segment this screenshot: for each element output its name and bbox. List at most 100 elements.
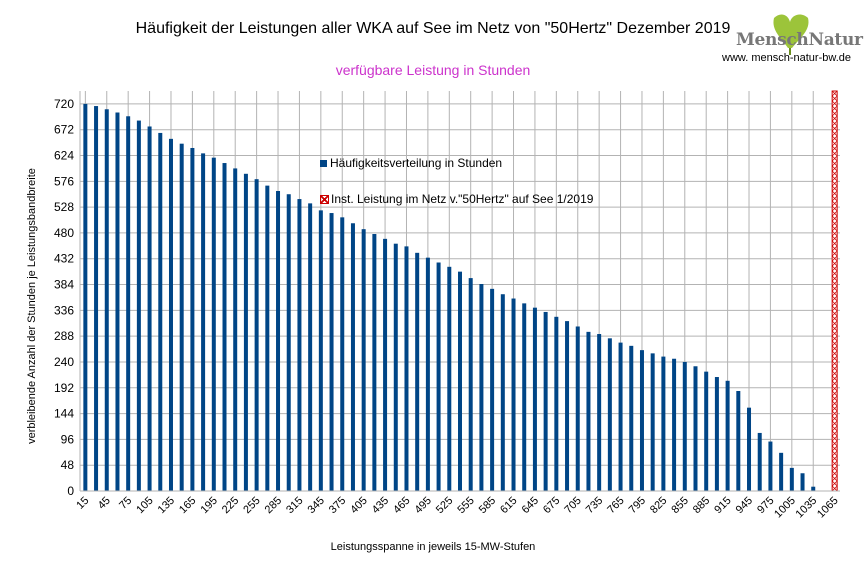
website-url: www. mensch-natur-bw.de bbox=[722, 52, 851, 64]
bar bbox=[650, 353, 655, 491]
y-tick-label: 192 bbox=[54, 381, 74, 395]
installed-bar-hatch bbox=[831, 280, 838, 287]
installed-bar-hatch bbox=[831, 420, 838, 427]
bar bbox=[522, 303, 527, 491]
installed-bar-hatch bbox=[831, 400, 838, 407]
installed-bar-hatch bbox=[831, 225, 838, 232]
y-tick-label: 96 bbox=[61, 432, 75, 446]
x-tick-label: 435 bbox=[370, 495, 391, 516]
installed-bar-hatch bbox=[831, 450, 838, 457]
bar bbox=[682, 361, 687, 491]
bar bbox=[211, 157, 216, 491]
y-tick-label: 144 bbox=[54, 407, 74, 421]
installed-bar-hatch bbox=[831, 445, 838, 452]
installed-bar-hatch bbox=[831, 380, 838, 387]
bar bbox=[458, 271, 462, 491]
installed-bar-hatch bbox=[831, 155, 838, 162]
legend-item-installed: Inst. Leistung im Netz v."50Hertz" auf S… bbox=[320, 192, 593, 206]
axes bbox=[79, 91, 840, 492]
x-tick-label: 525 bbox=[434, 495, 455, 516]
bar bbox=[168, 138, 173, 491]
installed-bar-hatch bbox=[831, 370, 838, 377]
bar bbox=[393, 243, 398, 491]
x-axis-label: Leistungsspanne in jeweils 15-MW-Stufen bbox=[330, 541, 536, 553]
bar bbox=[800, 473, 805, 491]
bar bbox=[425, 257, 430, 491]
bar bbox=[565, 321, 570, 491]
bar bbox=[639, 350, 644, 491]
installed-bar-hatch bbox=[831, 130, 838, 137]
installed-bar-hatch bbox=[831, 255, 838, 262]
bar bbox=[747, 407, 752, 491]
x-tick-label: 135 bbox=[156, 495, 177, 516]
bar bbox=[672, 358, 677, 491]
installed-bar-hatch bbox=[831, 240, 838, 247]
y-tick-label: 240 bbox=[54, 355, 74, 369]
x-tick-label: 855 bbox=[669, 495, 690, 516]
bar bbox=[329, 213, 334, 491]
x-tick-label: 1005 bbox=[772, 495, 798, 521]
installed-bar-hatch bbox=[831, 265, 838, 272]
installed-bar-hatch bbox=[831, 140, 838, 147]
x-tick-label: 885 bbox=[691, 495, 712, 516]
installed-bar-hatch bbox=[831, 210, 838, 217]
y-tick-label: 0 bbox=[67, 484, 74, 498]
y-tick-label: 576 bbox=[54, 174, 74, 188]
installed-bar-outline bbox=[831, 90, 838, 492]
bar bbox=[597, 334, 602, 491]
installed-bar-hatch bbox=[831, 345, 838, 352]
installed-bar-hatch bbox=[831, 125, 838, 132]
bar bbox=[83, 103, 88, 491]
bar bbox=[94, 106, 99, 491]
x-ticks: 15 45 75 105 135 165 195 225 255 285 315 345 375 405 4… bbox=[74, 495, 840, 521]
installed-bar-hatch bbox=[831, 180, 838, 187]
bar bbox=[147, 126, 152, 491]
installed-bar-hatch bbox=[831, 90, 838, 97]
y-tick-label: 672 bbox=[54, 123, 74, 137]
x-tick-label: 705 bbox=[562, 495, 583, 516]
installed-bar-hatch bbox=[831, 110, 838, 117]
bar bbox=[511, 298, 516, 491]
x-tick-label: 75 bbox=[117, 495, 134, 512]
bar bbox=[179, 143, 184, 491]
bar bbox=[158, 132, 163, 491]
installed-bar-hatch bbox=[831, 260, 838, 267]
bar bbox=[543, 311, 548, 491]
bar bbox=[468, 278, 473, 491]
installed-bar-hatch bbox=[831, 470, 838, 477]
installed-bar-hatch bbox=[831, 295, 838, 302]
installed-bar-hatch bbox=[831, 425, 838, 432]
installed-bar-hatch bbox=[831, 190, 838, 197]
installed-bar-hatch bbox=[831, 475, 838, 482]
installed-bar-hatch bbox=[831, 200, 838, 207]
bar bbox=[286, 194, 291, 491]
installed-bar-hatch bbox=[831, 315, 838, 322]
installed-bar-hatch bbox=[831, 235, 838, 242]
bar bbox=[704, 371, 709, 491]
y-tick-label: 432 bbox=[54, 252, 74, 266]
x-tick-label: 195 bbox=[198, 495, 219, 516]
x-tick-label: 585 bbox=[477, 495, 498, 516]
installed-bar-hatch bbox=[831, 220, 838, 227]
bar bbox=[340, 217, 345, 491]
x-tick-label: 945 bbox=[734, 495, 755, 516]
bar bbox=[693, 366, 698, 491]
bar bbox=[725, 380, 730, 491]
x-tick-label: 615 bbox=[498, 495, 519, 516]
legend-label-frequency: Häufigkeitsverteilung in Stunden bbox=[330, 156, 503, 170]
bar bbox=[190, 147, 195, 491]
installed-bar-hatch bbox=[831, 145, 838, 152]
x-tick-label: 915 bbox=[712, 495, 733, 516]
installed-bar-hatch bbox=[831, 465, 838, 472]
installed-bar-hatch bbox=[831, 305, 838, 312]
legend-swatch-installed bbox=[320, 195, 329, 205]
installed-bar-hatch bbox=[831, 275, 838, 282]
installed-bar-hatch bbox=[831, 285, 838, 292]
bar bbox=[126, 116, 131, 492]
bar bbox=[789, 467, 794, 491]
bar bbox=[383, 238, 388, 491]
x-tick-label: 405 bbox=[348, 495, 369, 516]
bar bbox=[276, 191, 281, 491]
installed-bar-hatch bbox=[831, 460, 838, 467]
